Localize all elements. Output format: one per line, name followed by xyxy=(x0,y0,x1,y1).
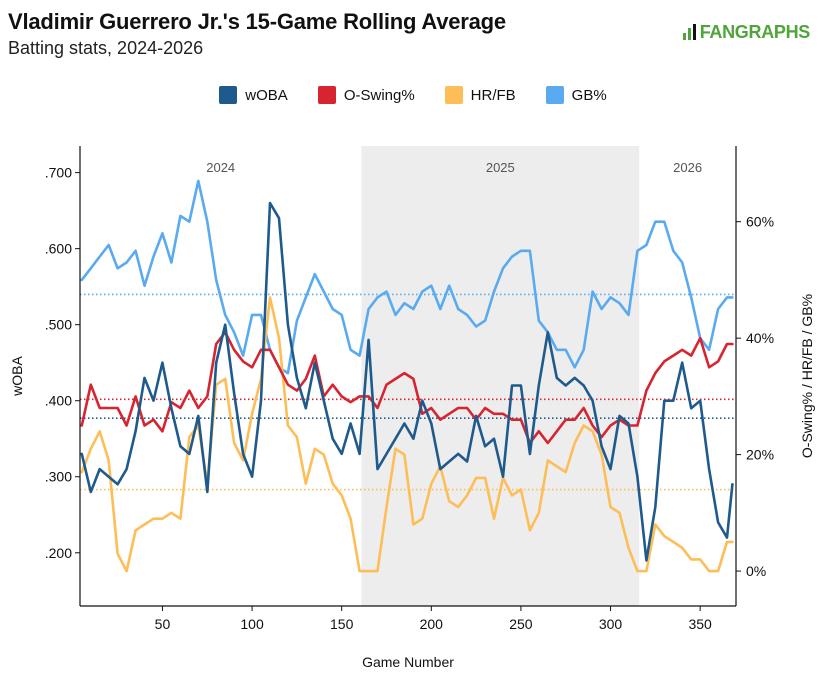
y-left-tick-label-1: .300 xyxy=(45,469,72,485)
legend-swatch-oswing xyxy=(317,86,336,104)
legend-swatch-hrfb xyxy=(444,86,463,104)
y-right-tick-label-1: 20% xyxy=(746,447,774,463)
legend: wOBA O-Swing% HR/FB GB% xyxy=(0,86,826,104)
legend-swatch-woba xyxy=(219,86,238,104)
x-tick-label-300: 300 xyxy=(599,616,623,632)
y-right-tick-label-3: 60% xyxy=(746,214,774,230)
legend-item-woba: wOBA xyxy=(219,86,288,104)
series-line-hrfb xyxy=(80,296,734,573)
y-left-tick-label-5: .700 xyxy=(45,165,72,181)
fangraphs-logo: FANGRAPHS xyxy=(682,22,811,43)
y-left-tick-label-3: .500 xyxy=(45,317,72,333)
season-label-2024: 2024 xyxy=(206,160,235,175)
x-axis-label: Game Number xyxy=(362,654,454,670)
legend-item-gb: GB% xyxy=(545,86,607,104)
series-line-gb xyxy=(80,179,734,375)
legend-label-oswing: O-Swing% xyxy=(343,86,415,104)
series-line-oswing xyxy=(80,330,734,445)
fangraphs-logo-icon xyxy=(682,24,696,40)
logo-text: FANGRAPHS xyxy=(699,22,811,42)
x-tick-label-50: 50 xyxy=(155,616,171,632)
y-right-tick-label-2: 40% xyxy=(746,330,774,346)
y-left-tick-label-4: .600 xyxy=(45,241,72,257)
legend-label-gb: GB% xyxy=(571,86,607,104)
y-left-tick-label-2: .400 xyxy=(45,393,72,409)
x-tick-label-350: 350 xyxy=(688,616,712,632)
x-tick-label-100: 100 xyxy=(240,616,264,632)
season-label-2025: 2025 xyxy=(486,160,515,175)
legend-item-oswing: O-Swing% xyxy=(317,86,415,104)
season-label-2026: 2026 xyxy=(673,160,702,175)
x-tick-label-150: 150 xyxy=(330,616,354,632)
legend-swatch-gb xyxy=(545,86,564,104)
y-axis-left-label: wOBA xyxy=(9,356,25,397)
y-axis-right-label: O-Swing% / HR/FB / GB% xyxy=(799,294,815,458)
y-left-tick-label-0: .200 xyxy=(45,545,72,561)
legend-label-woba: wOBA xyxy=(245,86,288,104)
legend-item-hrfb: HR/FB xyxy=(444,86,516,104)
season-shade-2025 xyxy=(361,146,640,606)
chart-title: Vladimir Guerrero Jr.'s 15-Game Rolling … xyxy=(8,9,506,34)
legend-label-hrfb: HR/FB xyxy=(470,86,516,104)
x-tick-label-200: 200 xyxy=(420,616,444,632)
y-right-tick-label-0: 0% xyxy=(746,563,766,579)
series-line-woba xyxy=(80,201,734,562)
x-tick-label-250: 250 xyxy=(509,616,533,632)
chart-subtitle: Batting stats, 2024-2026 xyxy=(8,38,204,58)
